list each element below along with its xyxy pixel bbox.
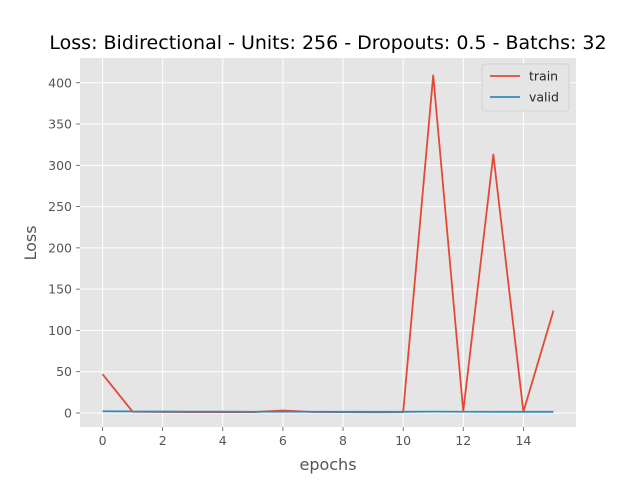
y-tick-label: 0 bbox=[64, 405, 72, 420]
y-tick-label: 350 bbox=[48, 117, 72, 132]
chart-title: Loss: Bidirectional - Units: 256 - Dropo… bbox=[49, 32, 606, 54]
legend-label-valid: valid bbox=[529, 90, 559, 105]
legend: train valid bbox=[481, 63, 570, 112]
x-axis-title: epochs bbox=[299, 455, 356, 474]
y-axis-title: Loss bbox=[21, 225, 40, 260]
y-tick-label: 300 bbox=[48, 158, 72, 173]
x-tick-label: 10 bbox=[395, 433, 411, 448]
x-tick-label: 2 bbox=[159, 433, 167, 448]
legend-label-train: train bbox=[529, 69, 558, 84]
axis-ticks: 0 2 4 6 8 10 12 14 0 50 100 150 200 250 300 350 400 bbox=[48, 75, 531, 448]
y-tick-label: 400 bbox=[48, 75, 72, 90]
y-tick-label: 200 bbox=[48, 240, 72, 255]
series-lines bbox=[101, 74, 555, 414]
y-tick-label: 150 bbox=[48, 282, 72, 297]
x-tick-label: 4 bbox=[219, 433, 227, 448]
x-tick-label: 14 bbox=[515, 433, 531, 448]
y-tick-label: 100 bbox=[48, 323, 72, 338]
y-tick-label: 250 bbox=[48, 199, 72, 214]
x-tick-label: 12 bbox=[455, 433, 471, 448]
x-tick-label: 0 bbox=[99, 433, 107, 448]
y-tick-label: 50 bbox=[56, 364, 72, 379]
x-tick-label: 8 bbox=[339, 433, 347, 448]
x-tick-label: 6 bbox=[279, 433, 287, 448]
